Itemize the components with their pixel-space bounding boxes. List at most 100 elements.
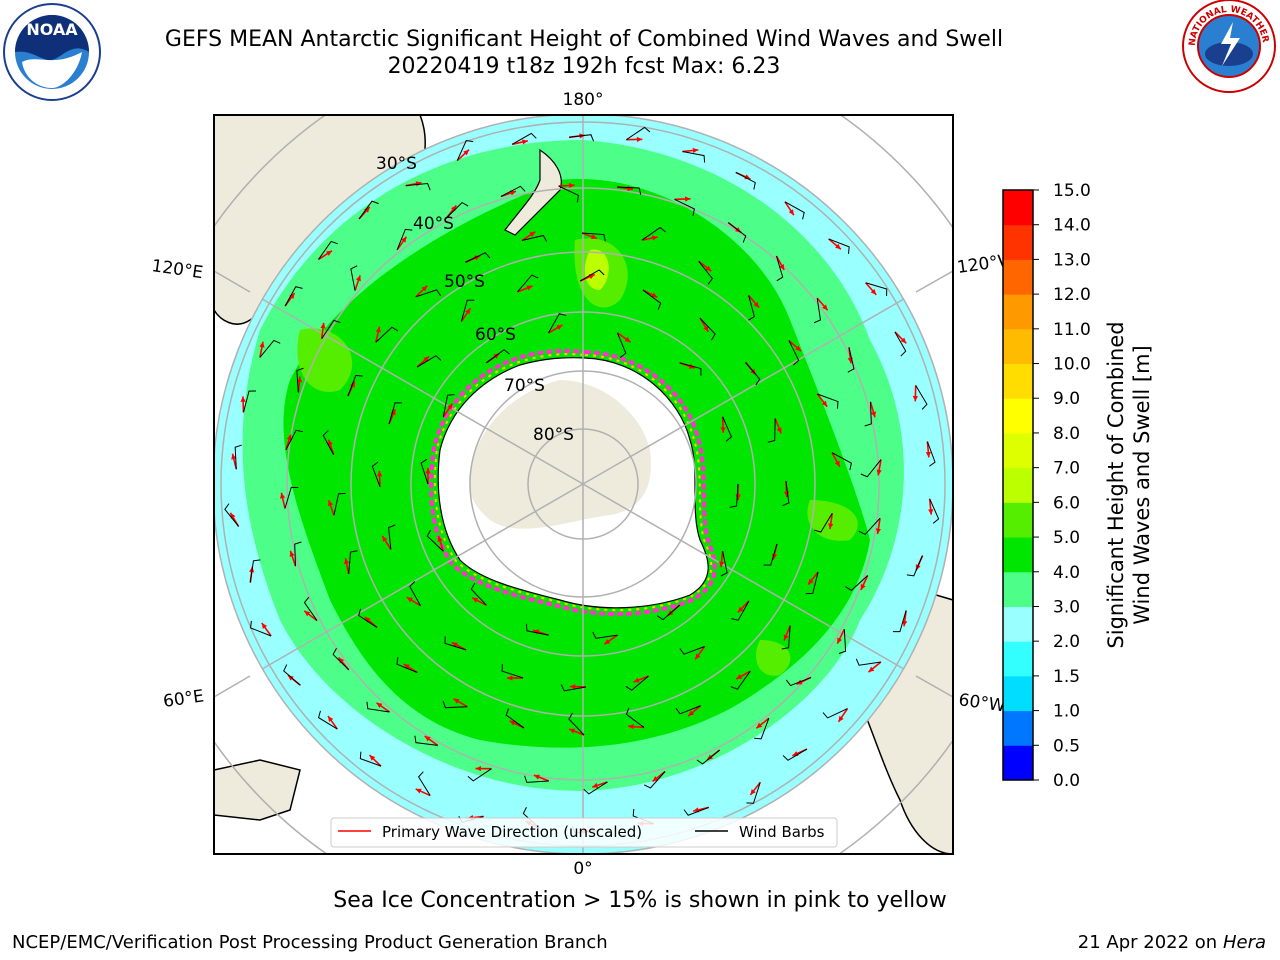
wave-arrow-head bbox=[604, 638, 611, 645]
wave-arrow-head bbox=[286, 434, 292, 441]
wind-barb bbox=[420, 458, 429, 485]
wave-arrow-head bbox=[421, 285, 428, 292]
wind-barb bbox=[698, 260, 713, 285]
wind-barb bbox=[284, 486, 299, 509]
wave-arrow-head bbox=[259, 341, 265, 348]
wind-barb bbox=[294, 541, 302, 567]
wave-arrow-head bbox=[327, 439, 333, 446]
wave-arrow-head bbox=[320, 322, 326, 329]
wind-barb bbox=[569, 134, 595, 142]
wind-barb bbox=[865, 282, 888, 297]
colorbar-tick-label: 9.0 bbox=[1053, 389, 1080, 409]
colorbar-tick-label: 3.0 bbox=[1053, 597, 1080, 617]
wind-barb bbox=[558, 185, 580, 203]
wave-arrow-head bbox=[684, 196, 691, 202]
wind-barb bbox=[729, 483, 739, 508]
colorbar-swatch bbox=[1003, 467, 1033, 503]
wind-barb bbox=[822, 708, 848, 719]
wave-arrow-head bbox=[364, 617, 371, 623]
wind-barb bbox=[524, 775, 549, 783]
wind-barb bbox=[224, 503, 240, 527]
wave-arrow-head bbox=[788, 209, 794, 216]
wind-barb bbox=[350, 265, 358, 291]
wave-arrow-head bbox=[720, 427, 726, 433]
wave-arrow-head bbox=[838, 715, 844, 722]
wind-barb bbox=[782, 748, 808, 761]
wind-barb bbox=[426, 529, 444, 552]
wave-arrow-head bbox=[569, 182, 575, 189]
wave-arrow-head bbox=[756, 722, 763, 729]
wind-barb bbox=[521, 234, 548, 242]
wind-barb bbox=[788, 340, 800, 366]
wind-barb bbox=[511, 132, 537, 145]
wind-barb bbox=[813, 298, 822, 324]
wind-barb bbox=[746, 782, 761, 804]
colorbar-swatch bbox=[1003, 745, 1033, 781]
wind-barb bbox=[785, 676, 812, 687]
land-south-africa bbox=[214, 759, 301, 821]
colorbar-swatch bbox=[1003, 537, 1033, 573]
lat-label-30s: 30°S bbox=[376, 154, 417, 174]
wave-arrow-head bbox=[475, 765, 481, 772]
wave-arrow-head bbox=[507, 675, 513, 681]
colorbar-label-line1: Significant Height of Combined bbox=[1104, 321, 1128, 648]
wind-barb bbox=[696, 749, 720, 765]
wave-arrow-head bbox=[569, 684, 576, 690]
wind-barb bbox=[548, 313, 567, 334]
wind-barb bbox=[828, 238, 850, 254]
wind-barb bbox=[517, 274, 539, 293]
wind-barb bbox=[303, 596, 318, 621]
colorbar-tick-label: 6.0 bbox=[1053, 493, 1080, 513]
chart-title: GEFS MEAN Antarctic Significant Height o… bbox=[164, 27, 1004, 52]
wind-barb bbox=[748, 295, 755, 321]
wave-arrow-head bbox=[783, 634, 789, 641]
wave-arrow-head bbox=[705, 265, 712, 272]
wave-arrow-head bbox=[628, 724, 634, 730]
wave-arrow-head bbox=[695, 653, 701, 660]
legend-primary-wave: Primary Wave Direction (unscaled) bbox=[382, 823, 642, 841]
wind-barb bbox=[838, 629, 847, 654]
noaa-logo-text: NOAA bbox=[26, 20, 78, 39]
wind-barb bbox=[333, 492, 346, 516]
footer-date: 21 Apr 2022 on Hera bbox=[1078, 932, 1266, 953]
wave-arrow-head bbox=[287, 675, 294, 681]
wave-arrow-head bbox=[465, 308, 471, 315]
map-legend: Primary Wave Direction (unscaled) Wind B… bbox=[330, 817, 838, 848]
wave-arrow-head bbox=[289, 293, 295, 299]
wind-barb bbox=[727, 222, 747, 243]
forecast-subtitle: 20220419 t18z 192h fcst Max: 6.23 bbox=[387, 54, 781, 79]
wave-arrow-head bbox=[569, 728, 576, 734]
wind-barb bbox=[894, 331, 907, 357]
wave-arrow-head bbox=[636, 136, 643, 143]
wave-arrow-head bbox=[822, 304, 828, 311]
wind-barb bbox=[675, 705, 701, 715]
wind-barb bbox=[745, 362, 761, 386]
wind-barb bbox=[486, 349, 510, 364]
wave-arrow-head bbox=[451, 642, 458, 648]
lat-label-60s: 60°S bbox=[475, 325, 516, 345]
wave-arrow-head bbox=[355, 275, 361, 282]
lat-label-80s: 80°S bbox=[533, 425, 574, 445]
wind-barb bbox=[465, 252, 491, 263]
wave-arrow-head bbox=[344, 558, 350, 565]
lat-label-40s: 40°S bbox=[413, 214, 454, 234]
wind-barb bbox=[831, 452, 852, 471]
wind-barb bbox=[775, 255, 784, 282]
wave-arrow-head bbox=[795, 345, 802, 352]
wind-barb bbox=[847, 347, 855, 373]
colorbar-tick-label: 5.0 bbox=[1053, 528, 1080, 548]
wave-arrow-head bbox=[779, 264, 785, 271]
wind-barb bbox=[358, 608, 378, 628]
colorbar-tick-label: 10.0 bbox=[1053, 355, 1091, 375]
colorbar: 0.0 0.5 1.0 1.5 2.0 3.0 4.0 5.0 6.0 7.0 8.0 9.0 10.0… bbox=[1002, 181, 1091, 791]
lon-label-60e: 60°E bbox=[162, 686, 205, 711]
wind-barb bbox=[242, 390, 257, 413]
wave-arrow-head bbox=[382, 535, 388, 542]
wind-barb bbox=[446, 201, 469, 219]
wind-barb bbox=[892, 610, 907, 633]
wind-barb bbox=[626, 126, 651, 141]
wave-arrow-head bbox=[289, 550, 295, 557]
wind-barb bbox=[444, 636, 467, 651]
wave-arrow-head bbox=[870, 411, 876, 418]
colorbar-label-line2: Wind Waves and Swell [m] bbox=[1130, 345, 1154, 625]
